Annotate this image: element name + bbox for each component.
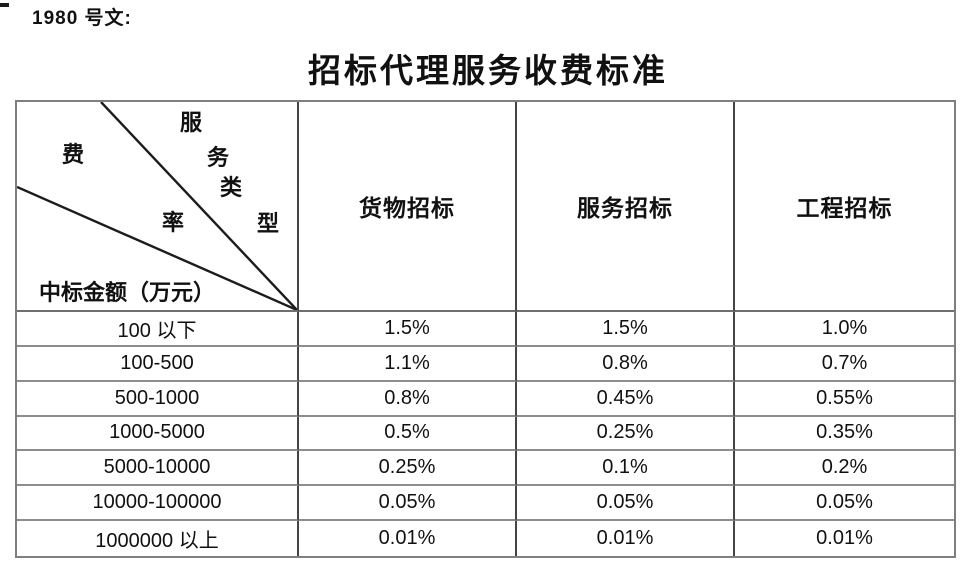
fee-value-cell: 0.05% <box>299 486 517 522</box>
corner-char-fee: 费 <box>61 142 85 167</box>
row-range-cell: 500-1000 <box>17 381 299 417</box>
fee-value-cell: 0.25% <box>517 416 735 452</box>
fee-value-cell: 0.2% <box>735 451 954 487</box>
fee-value-cell: 0.05% <box>517 486 735 522</box>
fee-value-cell: 0.8% <box>517 346 735 382</box>
fee-value-cell: 0.7% <box>735 347 954 382</box>
row-range-cell: 10000-100000 <box>17 486 299 522</box>
column-header-engineering: 工程招标 <box>735 102 954 312</box>
fee-value-cell: 0.45% <box>517 381 735 417</box>
amount-axis-label: 中标金额（万元） <box>39 280 216 305</box>
row-range-cell: 5000-10000 <box>17 451 299 487</box>
fee-value-cell: 0.8% <box>299 381 517 417</box>
fee-value-cell: 0.01% <box>816 526 873 549</box>
fee-value-cell: 0.01% <box>517 521 735 556</box>
doc-number-label: 1980 号文: <box>32 8 132 29</box>
fee-value-cell: 0.35% <box>735 417 954 452</box>
row-range-cell: 1000000 以上 <box>17 521 299 556</box>
corner-type-char-1: 服 <box>179 110 203 135</box>
page-title: 招标代理服务收费标准 <box>308 54 668 90</box>
row-range-cell: 1000-5000 <box>17 416 299 452</box>
fee-value-cell: 0.01% <box>299 521 517 556</box>
fee-value-cell: 0.25% <box>299 451 517 487</box>
fee-value-cell: 0.5% <box>299 416 517 452</box>
row-range-cell: 100-500 <box>17 346 299 382</box>
column-header-services: 服务招标 <box>517 102 735 312</box>
fee-value-cell: 1.0% <box>735 312 954 347</box>
fee-value-cell: 0.1% <box>517 451 735 487</box>
fee-value-cell: 0.55% <box>735 382 954 417</box>
screen-edge-artifact <box>0 3 9 7</box>
fee-value-cell: 1.1% <box>299 346 517 382</box>
fee-value-cell: 0.05% <box>735 486 954 522</box>
corner-type-char-4: 型 <box>256 211 280 236</box>
diagonal-divider-lines <box>17 102 297 310</box>
row-range-cell: 100 以下 <box>17 312 299 347</box>
corner-cell: 费 率 服 务 类 型 中标金额（万元） <box>17 102 299 312</box>
fee-standard-table: 费 率 服 务 类 型 中标金额（万元） 货物招标 服务招标 工程招标 100 … <box>15 100 956 558</box>
fee-value-cell: 1.5% <box>517 312 735 347</box>
column-header-goods: 货物招标 <box>299 102 517 312</box>
fee-value-cell: 1.5% <box>299 312 517 347</box>
corner-type-char-3: 类 <box>219 175 243 200</box>
corner-char-rate: 率 <box>161 210 185 235</box>
corner-type-char-2: 务 <box>206 145 230 170</box>
